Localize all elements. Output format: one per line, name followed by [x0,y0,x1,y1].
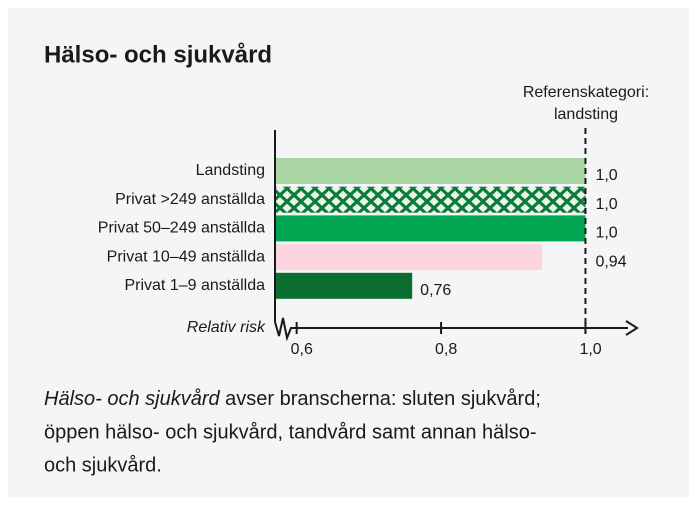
bar [276,215,586,242]
category-label: Privat 1–9 anställda [124,277,265,294]
bar [276,158,586,184]
x-axis-label: Relativ risk [187,319,266,336]
value-label: 1,0 [595,225,617,242]
axis-arrow [625,320,639,336]
category-label: Privat 10–49 anställda [107,248,265,265]
value-label: 0,76 [420,282,451,299]
x-tick-label: 0,8 [435,341,457,358]
bar [276,272,413,299]
footnote-italic: Hälso- och sjukvård [44,388,221,410]
footnote-line: avser branscherna: sluten sjukvård; [220,388,541,410]
x-tick-label: 0,6 [291,341,313,358]
x-axis [274,317,628,342]
category-label: Landsting [196,162,265,179]
category-label: Privat >249 anställda [115,191,265,208]
footnote-line: och sjukvård. [44,454,162,476]
footnote: Hälso- och sjukvård avser branscherna: s… [44,388,541,410]
value-label: 1,0 [595,196,617,213]
x-tick-label: 1,0 [579,341,601,358]
footnote-line: öppen hälso- och sjukvård, tandvård samt… [44,421,537,443]
value-label: 0,94 [595,253,626,270]
bar [276,186,586,213]
bar [276,244,543,271]
value-label: 1,0 [595,167,617,184]
chart-title: Hälso- och sjukvård [44,41,272,68]
category-label: Privat 50–249 anställda [98,220,265,237]
reference-label: landsting [554,106,618,123]
reference-label: Referenskategori: [523,84,649,101]
